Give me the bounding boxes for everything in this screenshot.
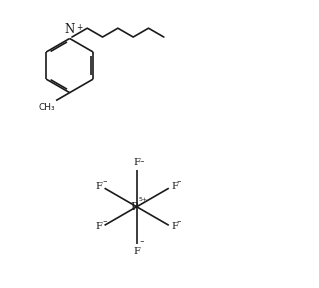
Text: F: F bbox=[95, 222, 102, 231]
Text: 5+: 5+ bbox=[139, 197, 148, 202]
Text: P: P bbox=[130, 202, 138, 212]
Text: N: N bbox=[64, 23, 75, 36]
Text: −: − bbox=[177, 218, 182, 223]
Text: +: + bbox=[76, 23, 82, 32]
Text: F: F bbox=[171, 182, 178, 191]
Text: −: − bbox=[139, 238, 144, 243]
Text: F: F bbox=[133, 247, 140, 256]
Text: −: − bbox=[103, 178, 108, 183]
Text: −: − bbox=[103, 218, 108, 223]
Text: F: F bbox=[95, 182, 102, 191]
Text: F: F bbox=[133, 158, 140, 167]
Text: CH₃: CH₃ bbox=[38, 103, 55, 112]
Text: F: F bbox=[171, 222, 178, 231]
Text: −: − bbox=[177, 178, 182, 183]
Text: −: − bbox=[139, 158, 144, 163]
